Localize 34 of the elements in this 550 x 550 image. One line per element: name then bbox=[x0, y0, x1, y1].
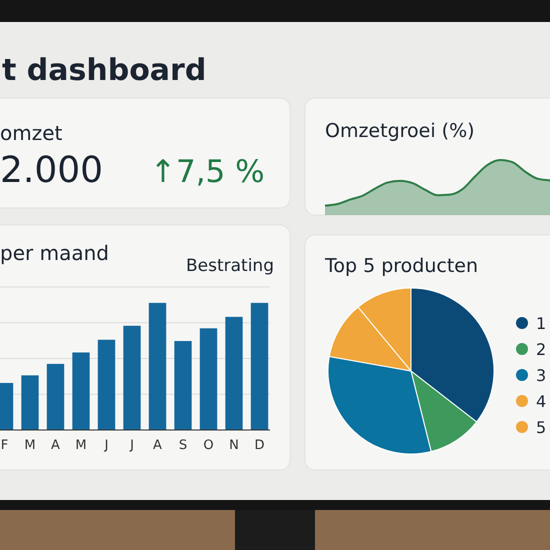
chart-title: Top 5 producten bbox=[324, 255, 478, 277]
x-tick-label: N bbox=[229, 438, 239, 454]
bar bbox=[98, 340, 116, 430]
bar bbox=[72, 352, 90, 430]
x-tick-label: F bbox=[0, 438, 8, 454]
chart-title: Omzetgroei (%) bbox=[325, 120, 475, 142]
x-tick-label: M bbox=[24, 438, 36, 454]
legend-label: 4 bbox=[536, 392, 546, 411]
legend-label: 1 bbox=[536, 314, 546, 333]
bar bbox=[174, 341, 192, 430]
x-tick-label: A bbox=[153, 438, 162, 454]
bar bbox=[200, 328, 218, 430]
bar bbox=[148, 302, 166, 430]
legend-label: 5 bbox=[536, 418, 546, 437]
x-tick-label: A bbox=[51, 438, 60, 454]
x-tick-label: D bbox=[254, 438, 265, 454]
text: 2.000 bbox=[0, 150, 104, 191]
bar bbox=[21, 375, 39, 430]
text: omzet bbox=[0, 121, 63, 145]
chart-title: per maand bbox=[0, 241, 109, 265]
x-tick-label: S bbox=[178, 438, 188, 454]
chart-subtitle: Bestrating bbox=[186, 256, 274, 276]
bar bbox=[123, 326, 141, 430]
text: t dashboard bbox=[2, 53, 206, 88]
text: ↑7,5 % bbox=[150, 154, 265, 190]
x-tick-label: J bbox=[104, 438, 108, 454]
legend-label: 3 bbox=[536, 366, 546, 385]
x-tick-label: O bbox=[203, 438, 214, 454]
bar bbox=[225, 316, 243, 430]
bar bbox=[46, 364, 64, 430]
legend-label: 2 bbox=[536, 340, 546, 359]
bar bbox=[250, 302, 268, 430]
x-tick-label: M bbox=[75, 438, 87, 454]
x-tick-label: J bbox=[129, 438, 134, 454]
